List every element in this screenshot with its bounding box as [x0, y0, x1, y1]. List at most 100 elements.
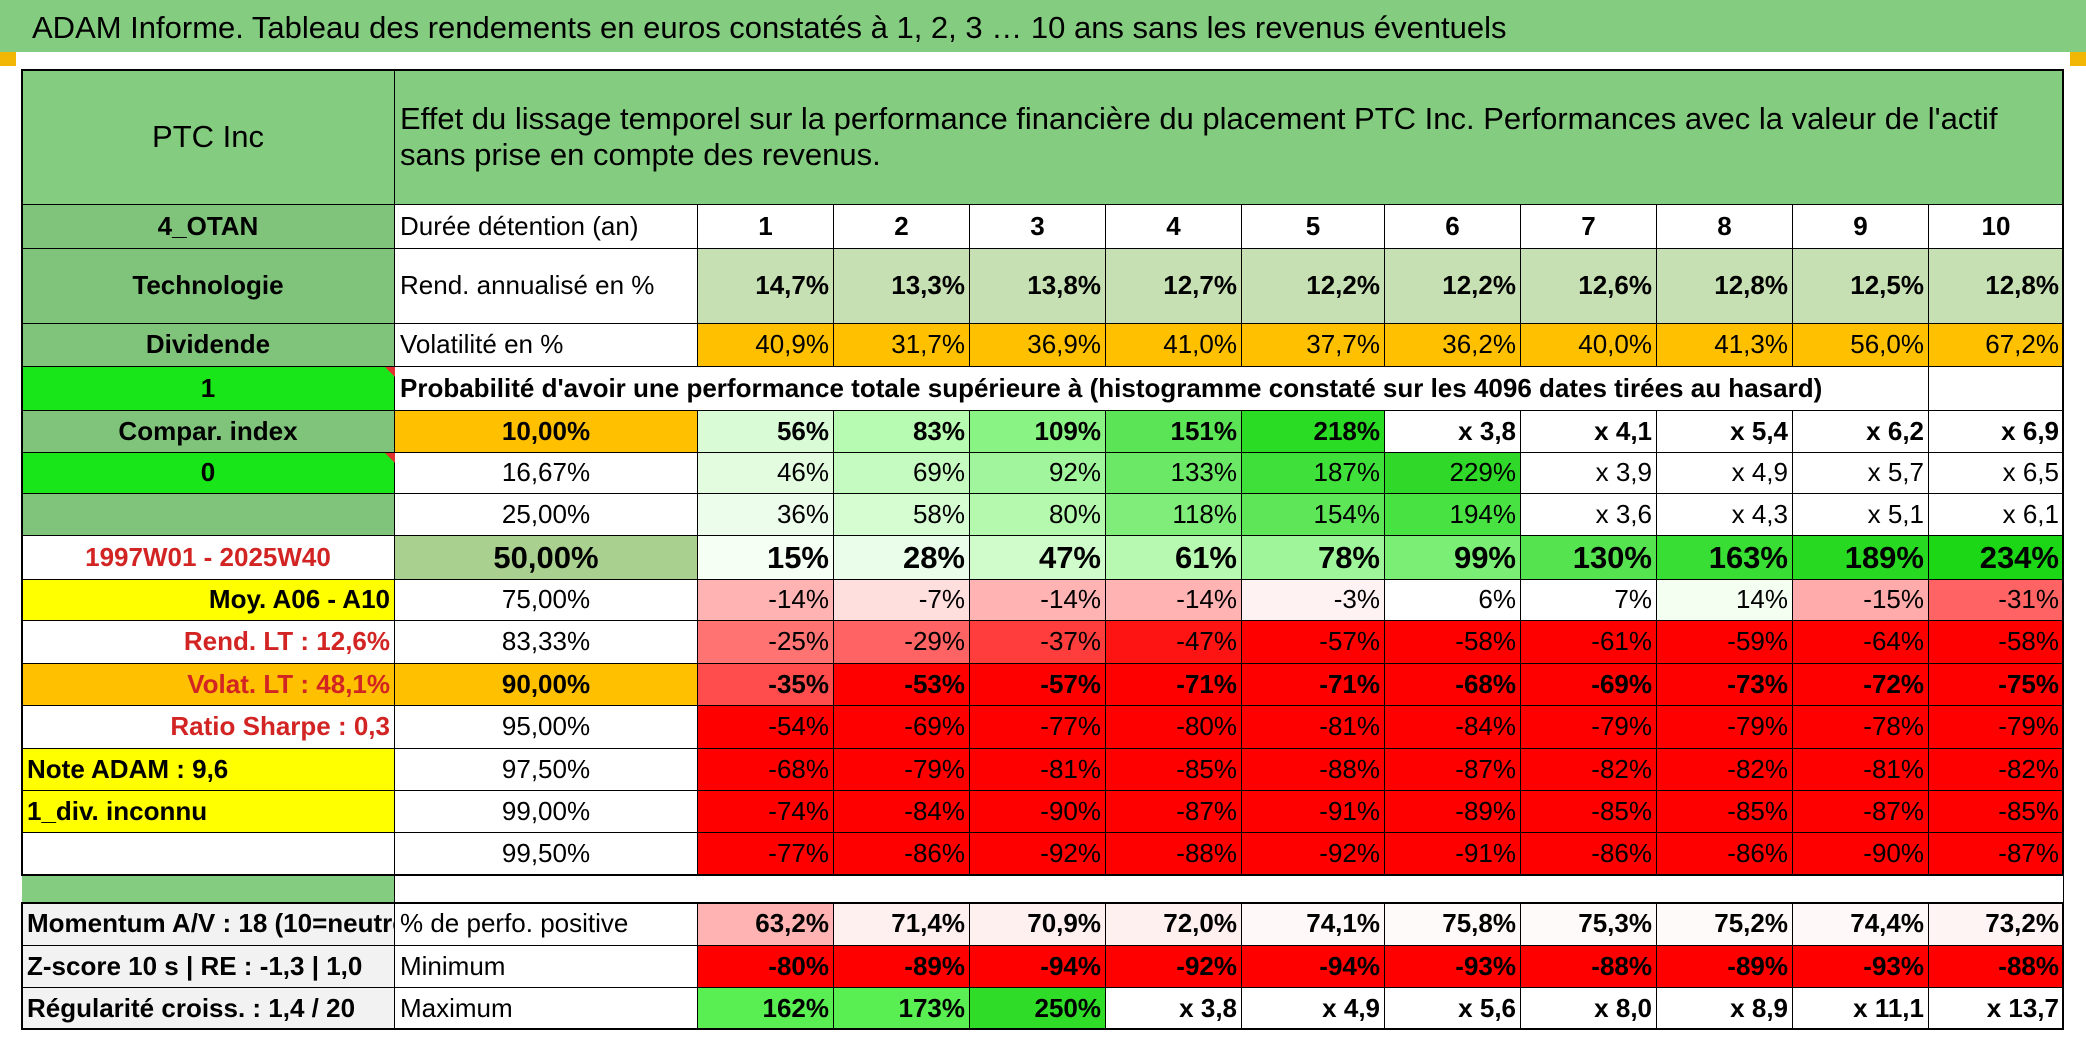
- quantile-value: -81%: [970, 749, 1106, 791]
- company-name: PTC Inc: [22, 70, 395, 205]
- quantile-value-text: -54%: [768, 711, 829, 742]
- quantile-value: -61%: [1521, 621, 1657, 664]
- quantile-value-text: -80%: [1176, 711, 1237, 742]
- annual-yield-cell: 12,7%: [1106, 249, 1242, 324]
- year-header-text: 3: [1030, 210, 1045, 241]
- quantile-value: -86%: [834, 833, 970, 876]
- volatility-label-text: Volatilité en %: [400, 329, 564, 360]
- footer-value: -93%: [1793, 946, 1929, 988]
- quantile-label-text: 50,00%: [493, 539, 599, 575]
- footer-value: 74,4%: [1793, 903, 1929, 946]
- quantile-value: 56%: [698, 411, 834, 453]
- quantile-value-text: 109%: [1034, 415, 1102, 446]
- sector-label-text: Technologie: [132, 270, 284, 301]
- quantile-value: -84%: [834, 791, 970, 833]
- quantile-value: -59%: [1657, 621, 1793, 664]
- quantile-value: -74%: [698, 791, 834, 833]
- quantile-label-text: 99,50%: [501, 838, 591, 869]
- quantile-value: 163%: [1657, 536, 1793, 580]
- quantile-value-text: x 6,5: [2002, 457, 2059, 488]
- volatility-cell-text: 40,9%: [755, 329, 829, 360]
- quantile-value-text: 80%: [1048, 498, 1101, 529]
- quantile-value: -54%: [698, 706, 834, 749]
- quantile-value: x 4,9: [1657, 453, 1793, 494]
- year-header: 1: [698, 205, 834, 249]
- volatility-cell-text: 40,0%: [1578, 329, 1652, 360]
- quantile-value-text: -82%: [1727, 753, 1788, 784]
- volatility-cell-text: 36,9%: [1027, 329, 1101, 360]
- quantile-value: x 4,3: [1657, 494, 1793, 536]
- footer-value: 250%: [970, 988, 1106, 1030]
- footer-value: 162%: [698, 988, 834, 1030]
- quantile-value-text: -57%: [1040, 668, 1101, 699]
- quantile-value-text: 14%: [1735, 584, 1788, 615]
- quantile-value: 69%: [834, 453, 970, 494]
- quantile-value: -89%: [1385, 791, 1521, 833]
- quantile-value-text: 229%: [1449, 457, 1517, 488]
- comment-flag-icon: [385, 367, 395, 377]
- quantile-value-text: 151%: [1170, 415, 1238, 446]
- quantile-value-text: 69%: [912, 457, 965, 488]
- quantile-value-text: -88%: [1319, 753, 1380, 784]
- quantile-label-text: 16,67%: [501, 457, 591, 488]
- footer-value: x 8,0: [1521, 988, 1657, 1030]
- annual-yield-cell-text: 12,2%: [1442, 270, 1516, 301]
- quantile-label: 99,50%: [395, 833, 698, 876]
- quantile-value: -91%: [1242, 791, 1385, 833]
- quantile-value: -68%: [1385, 664, 1521, 706]
- quantile-value: -80%: [1106, 706, 1242, 749]
- company-name-text: PTC Inc: [152, 119, 264, 155]
- quantile-value: x 6,9: [1929, 411, 2064, 453]
- quantile-value: 78%: [1242, 536, 1385, 580]
- quantile-value: x 6,5: [1929, 453, 2064, 494]
- quantile-value-text: -53%: [904, 668, 965, 699]
- footer-indicator-text: Régularité croiss. : 1,4 / 20: [27, 992, 356, 1023]
- footer-value: x 4,9: [1242, 988, 1385, 1030]
- quantile-value-text: x 3,9: [1595, 457, 1652, 488]
- footer-value-text: -88%: [1998, 950, 2059, 981]
- quantile-value-text: 6%: [1478, 584, 1516, 615]
- quantile-value-text: x 3,6: [1595, 498, 1652, 529]
- quantile-value: -73%: [1657, 664, 1793, 706]
- quantile-value: x 5,4: [1657, 411, 1793, 453]
- quantile-value-text: -84%: [1455, 711, 1516, 742]
- volatility-cell: 31,7%: [834, 324, 970, 367]
- footer-value-text: 72,0%: [1163, 908, 1237, 939]
- quantile-value-text: -71%: [1176, 668, 1237, 699]
- quantile-label: 99,00%: [395, 791, 698, 833]
- quantile-value-text: 92%: [1048, 457, 1101, 488]
- quantile-value-text: -75%: [1998, 668, 2059, 699]
- annual-yield-cell: 12,2%: [1385, 249, 1521, 324]
- quantile-value-text: -57%: [1319, 626, 1380, 657]
- quantile-value: -87%: [1106, 791, 1242, 833]
- quantile-value-text: 99%: [1453, 539, 1516, 575]
- selector-index[interactable]: 0: [22, 453, 395, 494]
- quantile-value: 229%: [1385, 453, 1521, 494]
- quantile-value: x 3,8: [1385, 411, 1521, 453]
- footer-value: -93%: [1385, 946, 1521, 988]
- footer-value-text: 75,3%: [1578, 908, 1652, 939]
- sharpe-ratio-text: Ratio Sharpe : 0,3: [170, 711, 390, 742]
- quantile-value: -86%: [1521, 833, 1657, 876]
- quantile-value-text: 234%: [1979, 539, 2059, 575]
- footer-value: x 8,9: [1657, 988, 1793, 1030]
- volatility-cell-text: 31,7%: [891, 329, 965, 360]
- quantile-value: -37%: [970, 621, 1106, 664]
- footer-value-text: 162%: [762, 992, 830, 1023]
- adam-note-text: Note ADAM : 9,6: [27, 753, 229, 784]
- quantile-value: 234%: [1929, 536, 2064, 580]
- quantile-label: 75,00%: [395, 580, 698, 621]
- quantile-value: 46%: [698, 453, 834, 494]
- quantile-value-text: -84%: [904, 795, 965, 826]
- quantile-label: 83,33%: [395, 621, 698, 664]
- sidebar-gap: [22, 876, 395, 903]
- quantile-value-text: -92%: [1319, 838, 1380, 869]
- selector-dividend[interactable]: 1: [22, 367, 395, 411]
- quantile-value: x 6,1: [1929, 494, 2064, 536]
- quantile-value: -87%: [1385, 749, 1521, 791]
- quantile-value: 189%: [1793, 536, 1929, 580]
- quantile-value: -82%: [1929, 749, 2064, 791]
- quantile-value-text: -79%: [1727, 711, 1788, 742]
- year-header: 7: [1521, 205, 1657, 249]
